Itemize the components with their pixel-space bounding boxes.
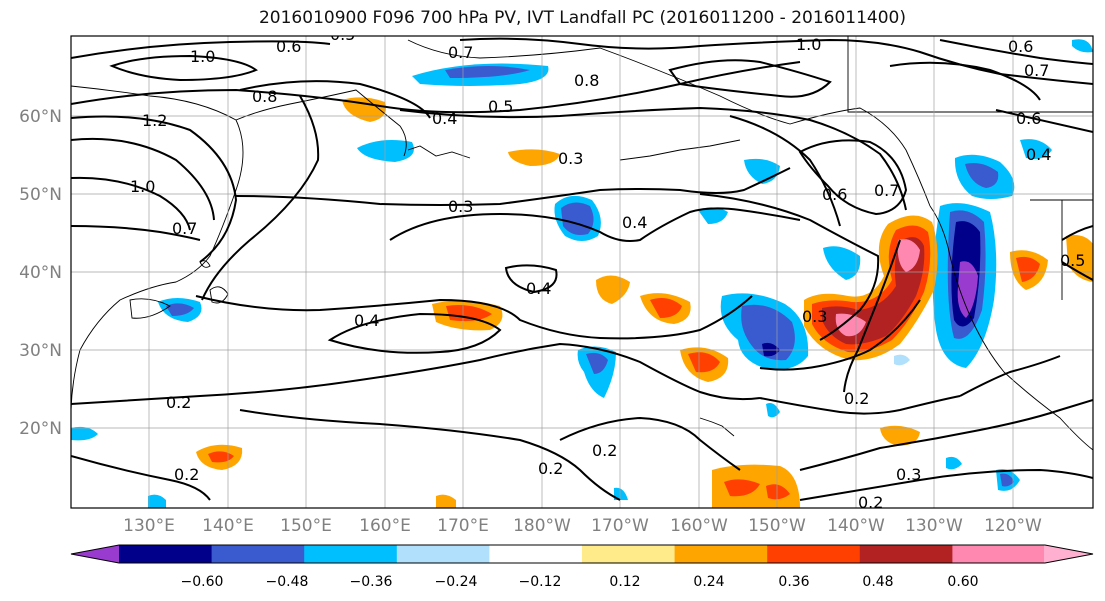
colorbar-cell xyxy=(304,545,398,563)
colorbar-tick-label: 0.12 xyxy=(609,574,640,590)
contour-label: 0.3 xyxy=(558,149,583,168)
colorbar-cell xyxy=(859,545,953,563)
map-frame xyxy=(70,35,1094,509)
contour-label: 0.2 xyxy=(592,441,617,460)
lon-label: 120°W xyxy=(984,516,1042,536)
lon-label: 170°W xyxy=(591,516,649,536)
lon-label: 140°W xyxy=(827,516,885,536)
contour-label: 0.6 xyxy=(1016,109,1041,128)
colorbar-cell xyxy=(674,545,768,563)
contour-label: 1.0 xyxy=(190,47,215,66)
colorbar-cell xyxy=(119,545,213,563)
contour-label: 0.7 xyxy=(172,219,197,238)
colorbar-cell xyxy=(1044,545,1093,563)
contour-label: 0.3 xyxy=(896,465,921,484)
map-title: 2016010900 F096 700 hPa PV, IVT Landfall… xyxy=(258,8,906,28)
longitude-labels: 130°E 140°E 150°E 160°E 170°E 180°W 170°… xyxy=(123,516,1042,536)
lon-label: 170°E xyxy=(437,516,489,536)
colorbar-outline xyxy=(70,544,1094,564)
lon-label: 160°E xyxy=(359,516,411,536)
contour-label: 0.4 xyxy=(1026,145,1051,164)
colorbar-cell xyxy=(489,545,583,563)
latitude-labels: 60°N 50°N 40°N 30°N 20°N xyxy=(19,107,62,439)
colorbar-tick-label: 0.60 xyxy=(947,574,978,590)
contour-label: 0.5 xyxy=(1060,251,1085,270)
colorbar-tick-label: −0.24 xyxy=(435,574,478,590)
pv-shading xyxy=(71,39,1093,508)
lat-label: 60°N xyxy=(19,107,62,127)
colorbar-tick-label: 0.48 xyxy=(862,574,893,590)
colorbar-cell xyxy=(396,545,490,563)
colorbar-cell xyxy=(767,545,861,563)
contour-label: 0.7 xyxy=(448,43,473,62)
contour-label: 0.7 xyxy=(1024,61,1049,80)
colorbar-tick-label: −0.36 xyxy=(350,574,393,590)
contour-label: 0.2 xyxy=(858,493,883,512)
lon-label: 160°W xyxy=(670,516,728,536)
lon-label: 140°E xyxy=(202,516,254,536)
contour-label: 0.4 xyxy=(354,311,379,330)
contour-label: 1.2 xyxy=(142,111,167,130)
contour-label: 0.8 xyxy=(252,87,277,106)
pv-contour-labels: 0.6 0.5 1.0 0.7 0.8 0.5 0.4 1.0 0.6 0.7 … xyxy=(130,25,1085,512)
contour-label: 0.2 xyxy=(166,393,191,412)
colorbar-cell xyxy=(71,545,120,563)
colorbar-cells xyxy=(70,544,1094,564)
lon-label: 150°W xyxy=(748,516,806,536)
contour-label: 0.4 xyxy=(526,279,551,298)
contour-label: 0.2 xyxy=(844,389,869,408)
contour-label: 0.8 xyxy=(574,71,599,90)
map-area: 0.6 0.5 1.0 0.7 0.8 0.5 0.4 1.0 0.6 0.7 … xyxy=(71,25,1093,512)
map-gridlines xyxy=(71,36,1093,508)
contour-label: 0.2 xyxy=(174,465,199,484)
contour-label: 0.5 xyxy=(330,25,355,44)
colorbar: −0.60 −0.48 −0.36 −0.24 −0.12 0.12 0.24 … xyxy=(70,544,1094,590)
colorbar-tick-label: 0.24 xyxy=(693,574,724,590)
contour-label: 0.4 xyxy=(432,109,457,128)
contour-label: 0.4 xyxy=(622,213,647,232)
colorbar-tick-label: −0.60 xyxy=(181,574,224,590)
colorbar-cell xyxy=(211,545,305,563)
lat-label: 20°N xyxy=(19,419,62,439)
contour-label: 0.6 xyxy=(276,37,301,56)
colorbar-cell xyxy=(952,545,1046,563)
colorbar-tick-label: −0.48 xyxy=(266,574,309,590)
lon-label: 130°W xyxy=(905,516,963,536)
contour-label: 1.0 xyxy=(130,177,155,196)
lat-label: 30°N xyxy=(19,341,62,361)
lat-label: 40°N xyxy=(19,263,62,283)
lon-label: 180°W xyxy=(513,516,571,536)
contour-label: 0.6 xyxy=(1008,37,1033,56)
colorbar-tick-label: 0.36 xyxy=(778,574,809,590)
lat-label: 50°N xyxy=(19,185,62,205)
contour-label: 0.5 xyxy=(488,97,513,116)
lon-label: 130°E xyxy=(123,516,175,536)
contour-label: 0.7 xyxy=(874,181,899,200)
colorbar-ticks: −0.60 −0.48 −0.36 −0.24 −0.12 0.12 0.24 … xyxy=(181,574,979,590)
contour-label: 0.3 xyxy=(802,307,827,326)
lon-label: 150°E xyxy=(280,516,332,536)
pv-contour-lines xyxy=(71,37,1093,501)
colorbar-tick-label: −0.12 xyxy=(519,574,562,590)
colorbar-cell xyxy=(582,545,676,563)
contour-label: 0.2 xyxy=(538,459,563,478)
contour-label: 0.3 xyxy=(448,197,473,216)
contour-label: 0.6 xyxy=(822,185,847,204)
contour-label: 1.0 xyxy=(796,35,821,54)
